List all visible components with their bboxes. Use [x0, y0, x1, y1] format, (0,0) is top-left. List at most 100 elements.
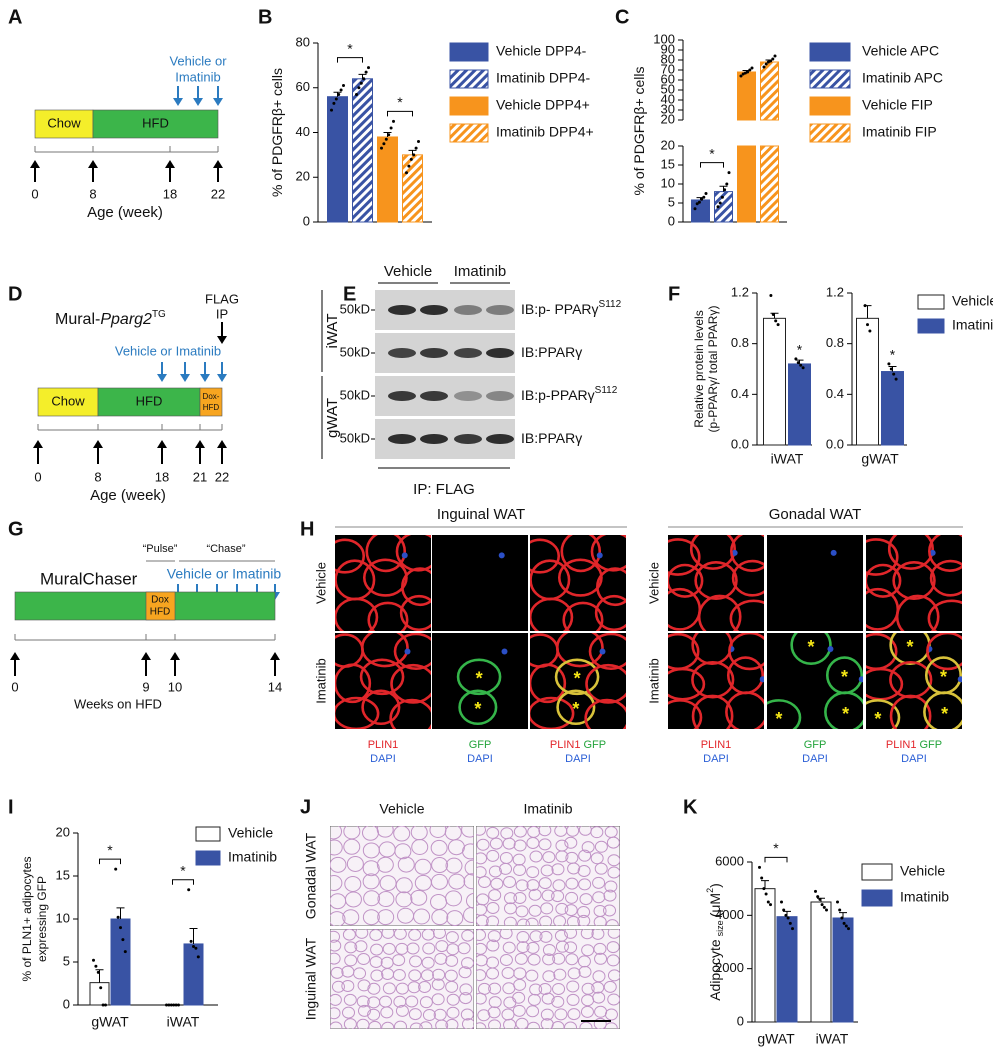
panel-letter: F	[668, 283, 680, 305]
y-axis-title: expressing GFP	[35, 876, 49, 962]
treatment-label: Imatinib	[175, 69, 221, 84]
data-point	[695, 202, 699, 206]
cell-outline	[530, 663, 567, 704]
segment-label: Dox-	[203, 392, 220, 401]
y-tick-label: 10	[661, 175, 675, 190]
timeline-title: Mural-Pparg2TG	[55, 309, 166, 328]
y-tick-label: 0	[737, 1013, 744, 1028]
adipocyte	[604, 880, 618, 893]
stain-name: DAPI	[467, 753, 493, 765]
adipocyte	[411, 839, 429, 856]
asterisk: *	[808, 637, 815, 657]
arrow-head	[195, 440, 205, 448]
cell-outline	[790, 633, 832, 666]
bar	[183, 943, 204, 1006]
data-point	[764, 892, 768, 896]
stain-label: DAPI	[565, 753, 591, 765]
panel-letter: K	[683, 796, 698, 818]
adipocyte	[555, 902, 569, 915]
cell-outline	[458, 689, 498, 726]
panel-letter: H	[300, 518, 314, 540]
error-bar	[189, 927, 198, 944]
y-tick-label: 40	[296, 124, 310, 139]
adipocyte	[502, 837, 516, 850]
micrograph	[432, 535, 528, 631]
adipocyte	[445, 954, 459, 967]
arrow-head	[141, 652, 151, 660]
adipocyte	[330, 839, 343, 856]
asterisk: *	[574, 669, 581, 689]
segment-label: HFD	[150, 607, 171, 618]
adipocyte	[382, 982, 396, 995]
blot-band	[388, 434, 416, 444]
legend-label: Imatinib DPP4-	[496, 70, 590, 86]
data-point	[801, 366, 805, 370]
data-point	[716, 205, 720, 209]
data-point	[769, 903, 772, 907]
cell-outline	[866, 538, 899, 576]
data-point	[791, 927, 794, 931]
panel-letter: E	[343, 283, 356, 305]
data-point	[417, 139, 420, 143]
y-tick-label: 0.4	[826, 386, 844, 401]
y-axis-title-part: )	[707, 883, 723, 888]
adipocyte	[445, 857, 463, 874]
y-tick-label: 60	[661, 71, 675, 86]
y-tick-label: 0.8	[731, 335, 749, 350]
ip-label: IP	[216, 306, 228, 321]
adipocyte	[476, 914, 489, 926]
adipocyte	[488, 889, 502, 902]
nucleus	[498, 552, 505, 559]
timeline-title: MuralChaser	[40, 569, 138, 588]
adipocyte	[431, 993, 445, 1006]
adipocyte	[593, 1017, 607, 1029]
blot-band	[454, 391, 482, 401]
adipocyte	[528, 888, 542, 901]
significance-label: *	[709, 145, 715, 161]
significance-label: *	[397, 94, 403, 110]
adipocyte	[564, 1021, 578, 1029]
nucleus	[599, 648, 606, 655]
significance-label: *	[773, 840, 779, 856]
arrow-head	[88, 160, 98, 168]
data-point	[357, 86, 361, 90]
arrow-head	[193, 98, 203, 106]
blot-band	[388, 391, 416, 401]
panel-letter: G	[8, 518, 24, 540]
adipocyte	[459, 992, 473, 1005]
blot-band	[454, 348, 482, 358]
legend-swatch	[449, 123, 489, 143]
adipocyte	[564, 929, 578, 939]
bar	[832, 917, 854, 1023]
adipocyte	[421, 929, 435, 941]
adipocyte	[580, 929, 594, 940]
adipocyte	[357, 953, 371, 966]
micrograph-bg	[668, 535, 764, 631]
adipocyte	[354, 940, 368, 953]
data-point	[414, 146, 418, 150]
nucleus	[759, 676, 764, 683]
adipocyte	[591, 981, 605, 994]
adipocyte	[330, 966, 344, 979]
stain-name: DAPI	[703, 753, 729, 765]
micrograph	[866, 535, 962, 631]
row-label: Inguinal WAT	[303, 937, 319, 1020]
y-axis-title-part: Adipocyte	[707, 939, 723, 1001]
adipocyte	[593, 942, 607, 955]
adipocyte	[581, 982, 595, 995]
data-point	[382, 142, 386, 146]
data-point	[693, 207, 697, 211]
adipocyte	[565, 953, 579, 966]
adipocyte	[487, 1006, 501, 1019]
adipocyte	[607, 854, 620, 867]
adipocyte	[566, 915, 580, 926]
panel-letter: B	[258, 6, 272, 28]
adipocyte	[410, 889, 428, 906]
adipocyte	[446, 910, 464, 926]
adipocyte	[463, 906, 474, 923]
y-tick-label: 5	[668, 194, 675, 209]
adipocyte	[513, 826, 527, 838]
data-point	[339, 88, 343, 92]
y-axis-title-part: size	[715, 920, 725, 936]
bar	[810, 901, 832, 1023]
